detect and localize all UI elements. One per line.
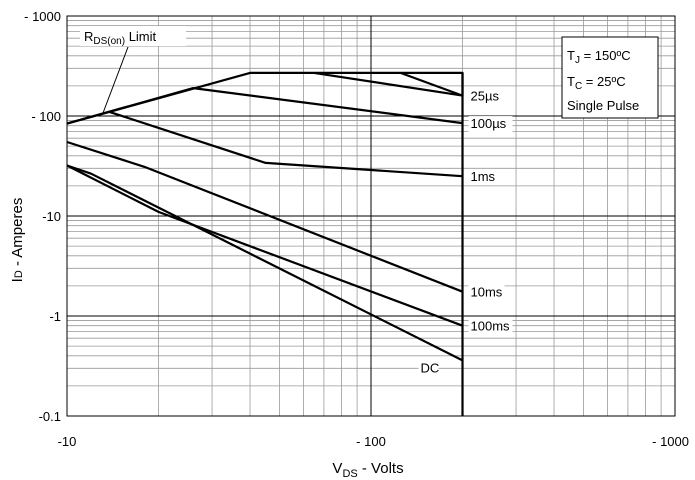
series-line-1ms	[109, 110, 463, 178]
series-label-100s: 100µs	[471, 116, 507, 131]
y-axis-title: ID - Amperes	[9, 198, 26, 283]
y-tick-label: -1	[49, 309, 61, 324]
series-label-bg	[468, 318, 513, 335]
conditions-box: TJ = 150ºC TC = 25ºC Single Pulse	[561, 36, 659, 119]
series-label-1ms: 1ms	[471, 169, 496, 184]
rds-limit-label: RDS(on) Limit	[84, 29, 157, 47]
series-label-10ms: 10ms	[471, 285, 503, 300]
series-line-100ms	[66, 164, 463, 327]
series-segment	[313, 71, 463, 97]
x-tick-label: - 100	[356, 434, 386, 449]
series-label-bg	[468, 116, 513, 133]
y-tick-label: - 100	[31, 109, 61, 124]
y-tick-label: -10	[42, 209, 61, 224]
series-label-bg	[418, 360, 439, 377]
series-label-bg	[468, 284, 505, 301]
y-tick-label: -0.1	[39, 409, 61, 424]
rds-limit-leader	[102, 46, 129, 114]
plot-frame	[66, 15, 676, 417]
x-tick-label: - 1000	[652, 434, 689, 449]
series-label-bg	[468, 88, 505, 105]
series-segment	[400, 71, 463, 97]
condition-tj: TJ = 150ºC	[567, 48, 631, 66]
condition-tc: TC = 25ºC	[567, 74, 626, 92]
axes: - 1000 - 100 -10 -1 -0.1 -10 - 100 - 1000	[24, 9, 689, 449]
series-label-25s: 25µs	[471, 89, 500, 104]
condition-single-pulse: Single Pulse	[567, 98, 639, 113]
x-axis-title: VDS - Volts	[332, 460, 403, 480]
series-line-10ms	[66, 140, 463, 293]
x-tick-label: -10	[58, 434, 77, 449]
y-tick-label: - 1000	[24, 9, 61, 24]
series-lines	[66, 71, 464, 416]
series-label-dc: DC	[421, 360, 440, 375]
series-labels: 25µs 100µs 1ms 10ms 100ms DC	[418, 88, 513, 377]
series-line-dc	[66, 164, 463, 362]
rds-limit-annotation: RDS(on) Limit	[80, 26, 186, 114]
series-line-100s	[66, 86, 463, 125]
series-label-bg	[468, 169, 497, 186]
series-label-100ms: 100ms	[471, 319, 511, 334]
